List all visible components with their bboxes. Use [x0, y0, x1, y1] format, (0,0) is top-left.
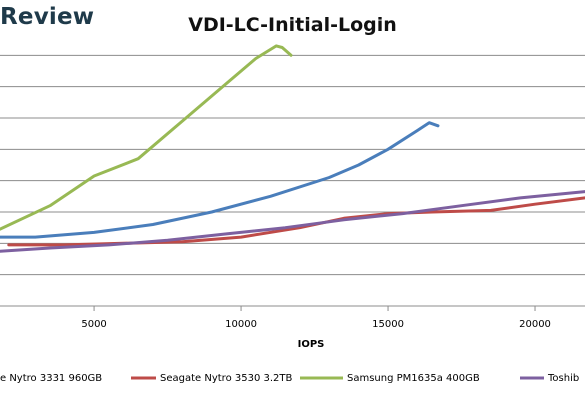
- x-tick-label: 15000: [372, 319, 404, 330]
- series-line: [0, 44, 293, 231]
- review-logo: Review: [0, 4, 95, 30]
- legend-label: e Nytro 3331 960GB: [0, 373, 102, 384]
- x-tick-label: 5000: [81, 319, 106, 330]
- series-line: [0, 121, 440, 239]
- chart-title: VDI-LC-Initial-Login: [188, 14, 397, 36]
- x-tick-labels: 5000 10000 15000 20000: [81, 319, 551, 330]
- series-line: [7, 196, 585, 247]
- legend-label: Samsung PM1635a 400GB: [347, 373, 480, 384]
- x-tick-label: 20000: [519, 319, 551, 330]
- gridlines: [0, 54, 585, 276]
- series-lines: [0, 44, 585, 253]
- legend: e Nytro 3331 960GB Seagate Nytro 3530 3.2…: [0, 373, 579, 384]
- x-tick-label: 10000: [225, 319, 257, 330]
- legend-label: Seagate Nytro 3530 3.2TB: [160, 373, 293, 384]
- series-line: [0, 190, 585, 253]
- legend-label: Toshib: [547, 373, 579, 384]
- axes: [0, 305, 585, 311]
- x-axis-label: IOPS: [298, 339, 325, 350]
